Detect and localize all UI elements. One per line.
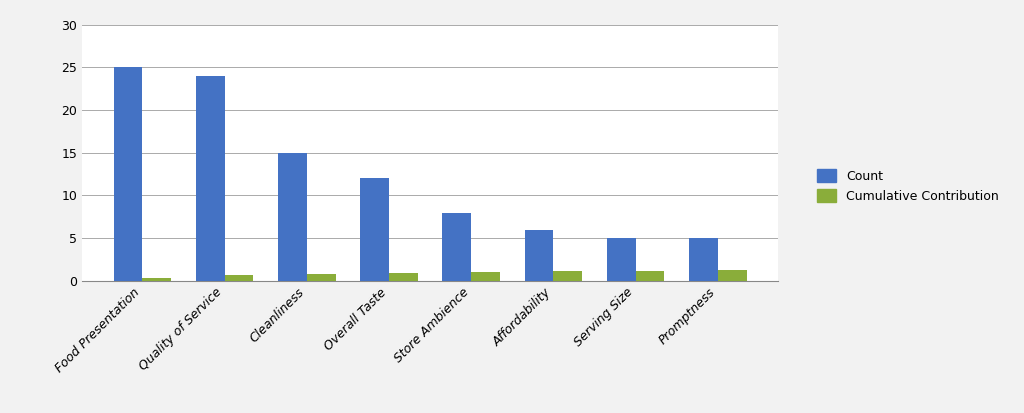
Bar — [471, 272, 500, 281]
Bar — [307, 274, 336, 281]
Bar — [607, 238, 636, 281]
Bar — [389, 273, 418, 281]
Bar — [142, 278, 171, 281]
Bar — [689, 238, 718, 281]
Bar — [360, 178, 389, 281]
Legend: Count, Cumulative Contribution: Count, Cumulative Contribution — [812, 164, 1004, 208]
Bar — [553, 271, 583, 281]
Bar — [196, 76, 224, 281]
Bar — [718, 270, 746, 281]
Bar — [278, 153, 307, 281]
Bar — [114, 67, 142, 281]
Bar — [524, 230, 553, 281]
Bar — [442, 213, 471, 281]
Bar — [636, 271, 665, 281]
Bar — [224, 275, 253, 281]
